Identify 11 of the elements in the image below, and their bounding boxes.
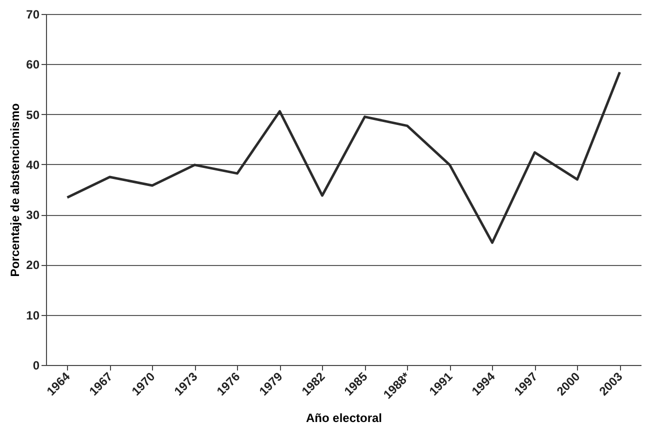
y-tick-label: 40 [26, 158, 40, 172]
y-tick-label: 10 [26, 308, 40, 322]
y-tick-label: 70 [26, 8, 40, 22]
line-series [66, 70, 621, 244]
y-tick-label: 60 [26, 58, 40, 72]
x-axis-title: Año electoral [306, 410, 382, 425]
y-tick-label: 50 [26, 108, 40, 122]
y-tick-label: 0 [32, 358, 40, 372]
y-tick-label: 20 [26, 258, 40, 272]
y-tick-label: 30 [26, 208, 40, 222]
y-axis-title: Porcentaje de abstencionismo [8, 103, 22, 277]
